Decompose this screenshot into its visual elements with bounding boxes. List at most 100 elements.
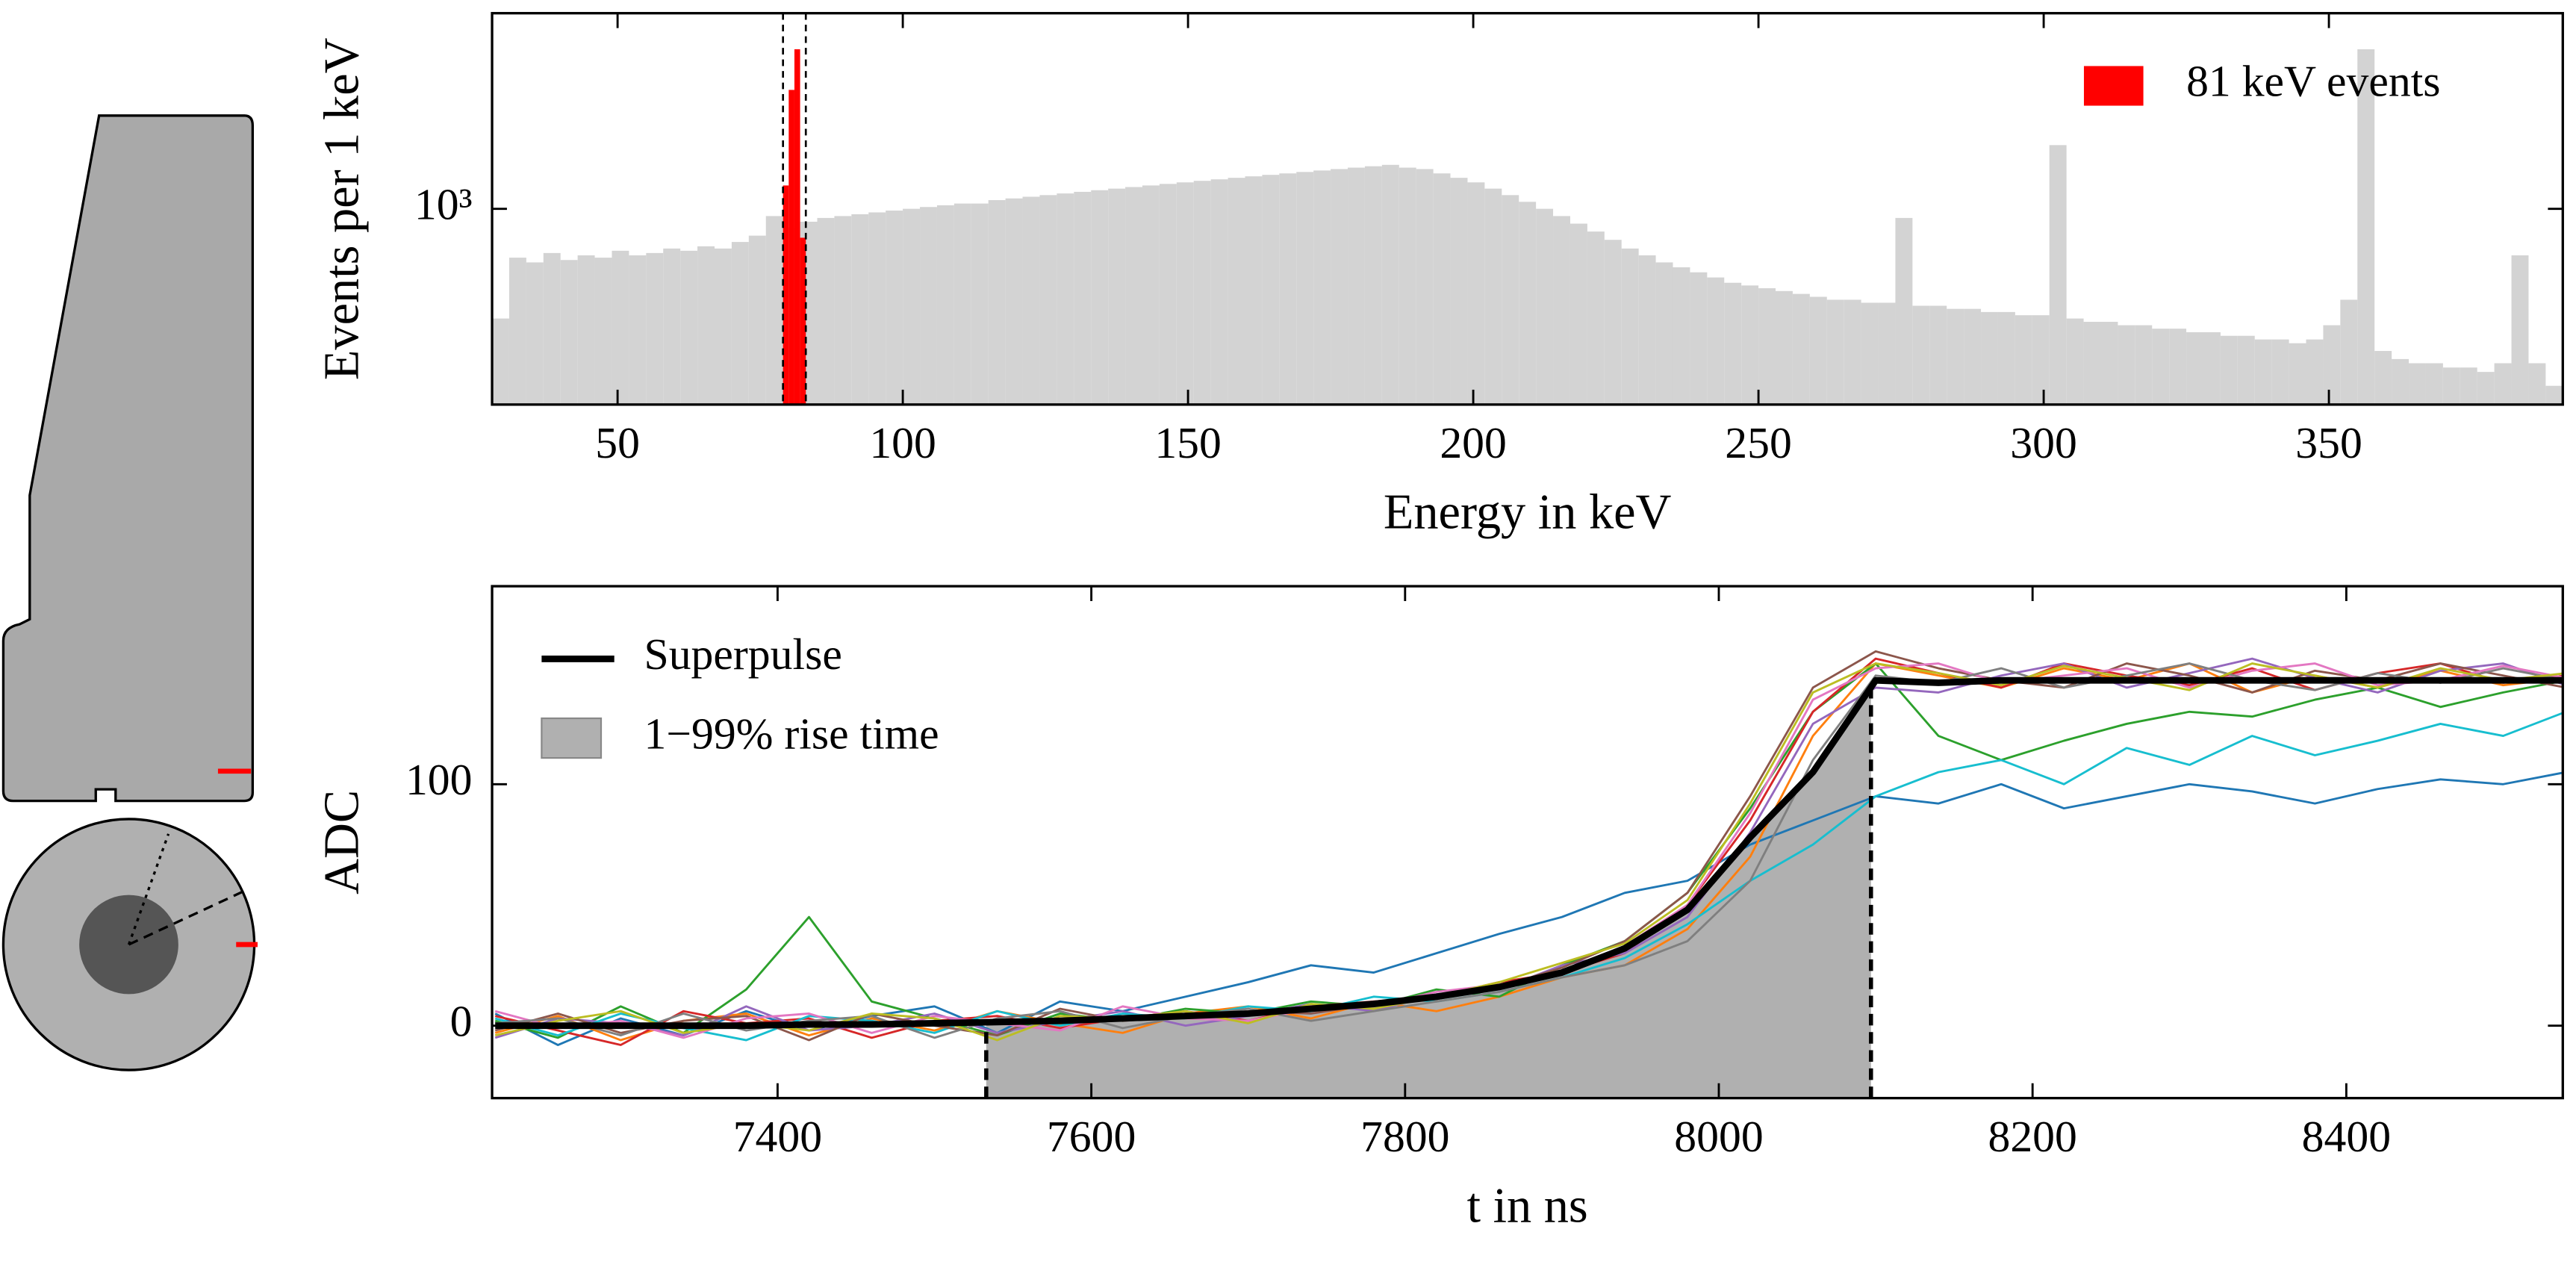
rise-time-area xyxy=(986,687,1871,1098)
histogram-bar xyxy=(920,207,937,405)
histogram-bar xyxy=(2049,145,2067,405)
histogram-bar xyxy=(2409,363,2426,405)
histogram-bar xyxy=(1348,167,1365,405)
histogram-bar xyxy=(663,248,681,405)
histogram-bar xyxy=(560,260,578,405)
x-tick-label: 7800 xyxy=(1360,1112,1449,1161)
histogram-bar xyxy=(2152,329,2170,405)
histogram-bar xyxy=(1707,277,1725,405)
y-tick-label: 0 xyxy=(450,996,473,1045)
histogram-bar xyxy=(2066,318,2084,405)
histogram-bar xyxy=(1690,272,1708,405)
histogram-bar xyxy=(2186,332,2203,405)
histogram-bar xyxy=(1210,179,1228,405)
y-axis-label: ADC xyxy=(315,790,370,895)
histogram-bar xyxy=(2237,335,2255,405)
histogram-bar xyxy=(1895,217,1913,405)
x-tick-label: 100 xyxy=(869,418,936,467)
histogram-bar xyxy=(765,216,783,405)
detector-side-view xyxy=(1,114,255,803)
histogram-bar xyxy=(2203,332,2221,405)
histogram-bar xyxy=(1142,185,1160,405)
histogram-bar xyxy=(988,200,1006,405)
histogram-bar xyxy=(1536,208,1554,405)
histogram-bar xyxy=(2032,315,2050,405)
histogram-bar xyxy=(2254,339,2272,405)
histogram-bar xyxy=(1022,196,1040,405)
histogram-bar xyxy=(1878,302,1896,405)
histogram-bar xyxy=(1861,302,1879,405)
plot-area xyxy=(492,13,2563,405)
histogram-bar xyxy=(851,214,869,405)
histogram-bar xyxy=(2289,343,2306,405)
histogram-bar xyxy=(1912,305,1930,405)
histogram-bar xyxy=(1553,216,1570,405)
histogram-bar xyxy=(971,203,989,405)
histogram-bar xyxy=(2460,367,2477,405)
histogram-bar xyxy=(1569,223,1587,405)
histogram-bar xyxy=(508,258,526,405)
histogram-bar xyxy=(1929,305,1947,405)
histogram-bar xyxy=(1981,311,1998,405)
histogram-bar xyxy=(2528,363,2546,405)
dotted-radius xyxy=(127,833,170,945)
histogram-bar xyxy=(936,205,954,405)
histogram-bar xyxy=(2425,363,2443,405)
histogram-bar xyxy=(629,255,647,405)
histogram-bar xyxy=(1245,176,1263,405)
histogram-bar xyxy=(1484,188,1502,405)
histogram-bar xyxy=(577,255,595,405)
histogram-bar xyxy=(1381,164,1399,405)
x-tick-label: 250 xyxy=(1725,418,1792,467)
histogram-bar xyxy=(2340,299,2358,405)
histogram-bar xyxy=(1826,299,1844,405)
histogram-bar xyxy=(2323,325,2341,405)
trace-line xyxy=(495,662,2563,1039)
histogram-bar xyxy=(543,252,561,405)
histogram-bar xyxy=(1331,169,1348,405)
histogram-bar xyxy=(794,49,800,405)
x-tick-label: 300 xyxy=(2010,418,2077,467)
histogram-bar xyxy=(1673,267,1690,405)
histogram-bar xyxy=(1947,308,1964,405)
histogram-bar xyxy=(886,211,903,405)
x-tick-label: 7600 xyxy=(1047,1112,1136,1161)
histogram-bar xyxy=(1399,167,1416,405)
histogram-bar xyxy=(1997,311,2015,405)
histogram-bar xyxy=(2118,325,2135,405)
histogram-bar xyxy=(2357,49,2375,405)
legend-label: 81 keV events xyxy=(2186,57,2440,106)
histogram-bar xyxy=(1587,231,1605,405)
histogram-bar xyxy=(2511,255,2529,405)
legend-label: Superpulse xyxy=(644,629,842,679)
histogram-bar xyxy=(953,203,971,405)
histogram-bar xyxy=(1091,190,1109,405)
histogram-bar xyxy=(2392,358,2409,405)
x-tick-label: 200 xyxy=(1440,418,1507,467)
histogram-bar xyxy=(788,90,794,405)
x-tick-label: 50 xyxy=(595,418,640,467)
histogram-bar xyxy=(1964,308,1982,405)
histogram-bar xyxy=(2169,329,2187,405)
histogram-bar xyxy=(680,250,698,405)
histogram-bar xyxy=(1809,296,1827,405)
histogram-bar xyxy=(1604,240,1622,405)
dashed-radius xyxy=(128,890,243,946)
x-tick-label: 7400 xyxy=(733,1112,822,1161)
histogram-bar xyxy=(2015,315,2032,405)
chart-panel: 7400 7600 7800 8000 8200 8400 0 100 t in ns ADC Su… xyxy=(315,585,2564,1233)
histogram-bar xyxy=(1776,290,1793,405)
histogram-bar xyxy=(1467,182,1485,405)
histogram-bar xyxy=(2477,372,2495,405)
histogram-bar xyxy=(817,217,835,405)
histogram-bar xyxy=(1074,191,1092,405)
histogram-bar xyxy=(1416,169,1434,405)
histogram-bar xyxy=(1108,188,1126,405)
x-tick-label: 350 xyxy=(2295,418,2362,467)
histogram-bar xyxy=(731,242,749,405)
x-axis-label: Energy in keV xyxy=(1384,485,1672,539)
x-tick-label: 8200 xyxy=(1988,1112,2076,1161)
histogram-bar xyxy=(1621,248,1639,405)
